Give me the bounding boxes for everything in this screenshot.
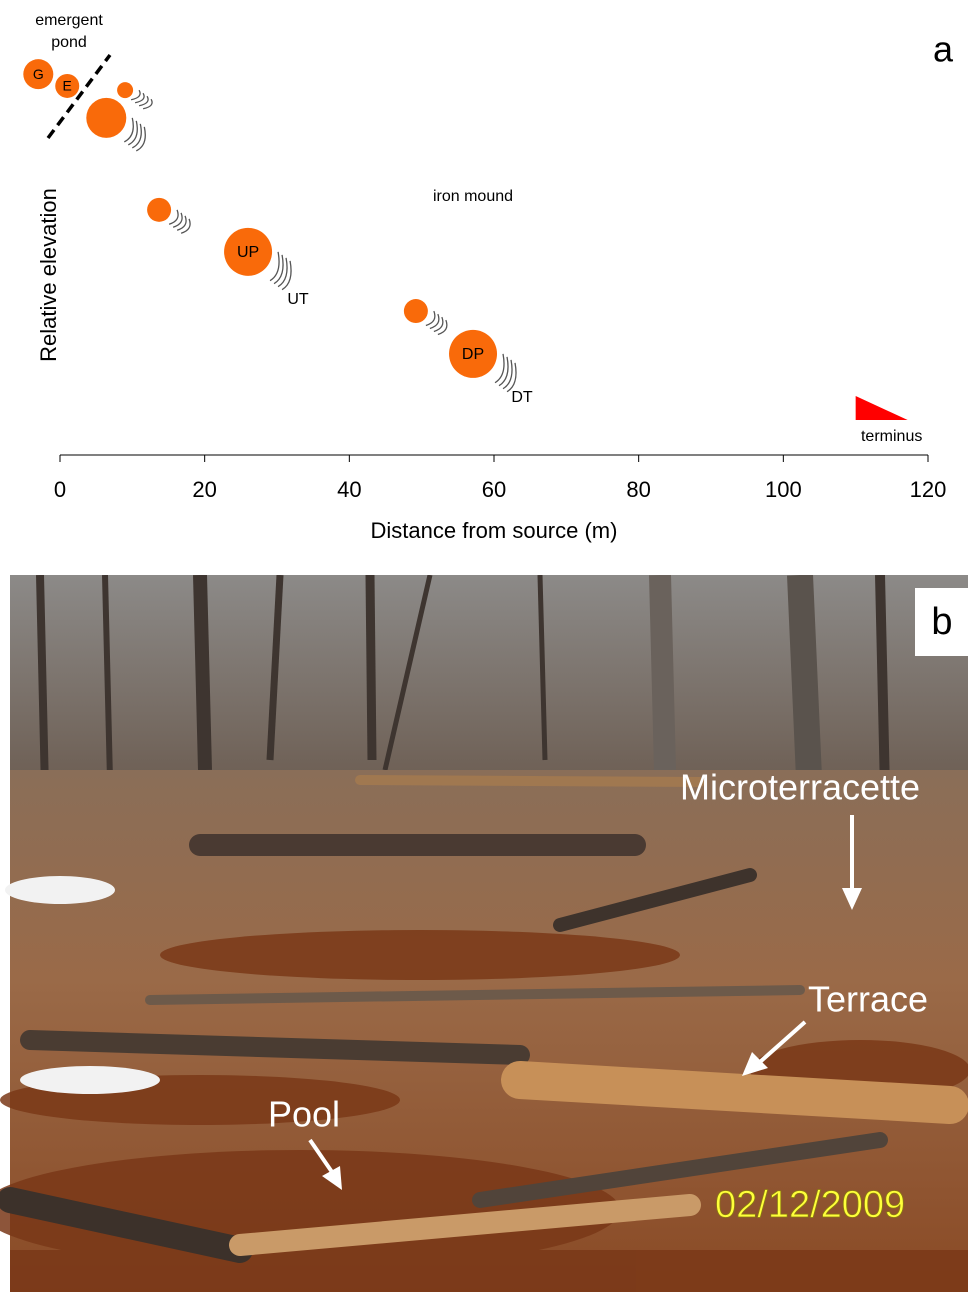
- photo-label: Terrace: [808, 979, 928, 1020]
- pool: [86, 98, 126, 138]
- x-axis-label: Distance from source (m): [371, 518, 618, 543]
- x-tick-label: 20: [192, 477, 216, 502]
- pool: [117, 82, 133, 98]
- x-tick-label: 120: [910, 477, 947, 502]
- terminus-label: terminus: [861, 428, 922, 445]
- x-tick-label: 0: [54, 477, 66, 502]
- pool: [147, 198, 171, 222]
- date-stamp: 02/12/2009: [715, 1184, 905, 1226]
- pool-label: E: [63, 78, 72, 94]
- photo: b Microterracette Terrace Pool 02/12/200…: [0, 575, 968, 1292]
- x-tick-label: 60: [482, 477, 506, 502]
- pool-label: DP: [462, 346, 484, 363]
- panel-label: b: [931, 601, 952, 643]
- photo-label: Microterracette: [680, 767, 920, 808]
- y-axis-label: Relative elevation: [36, 188, 61, 362]
- x-tick-label: 80: [626, 477, 650, 502]
- pool: [404, 299, 428, 323]
- annotation: UT: [287, 291, 309, 308]
- chart: a iron mound UT DT Relative elevation Di…: [0, 0, 968, 560]
- pool-label: UP: [237, 244, 259, 261]
- annotation: emergent pond: [24, 10, 114, 54]
- x-tick-label: 40: [337, 477, 361, 502]
- annotation: DT: [511, 389, 533, 406]
- panel-label: a: [933, 29, 954, 70]
- annotation: iron mound: [433, 188, 513, 205]
- figure: a iron mound UT DT Relative elevation Di…: [0, 0, 968, 1292]
- terminus-marker: [856, 396, 908, 420]
- photo-label: Pool: [268, 1094, 340, 1135]
- x-tick-label: 100: [765, 477, 802, 502]
- pool-label: G: [33, 66, 44, 82]
